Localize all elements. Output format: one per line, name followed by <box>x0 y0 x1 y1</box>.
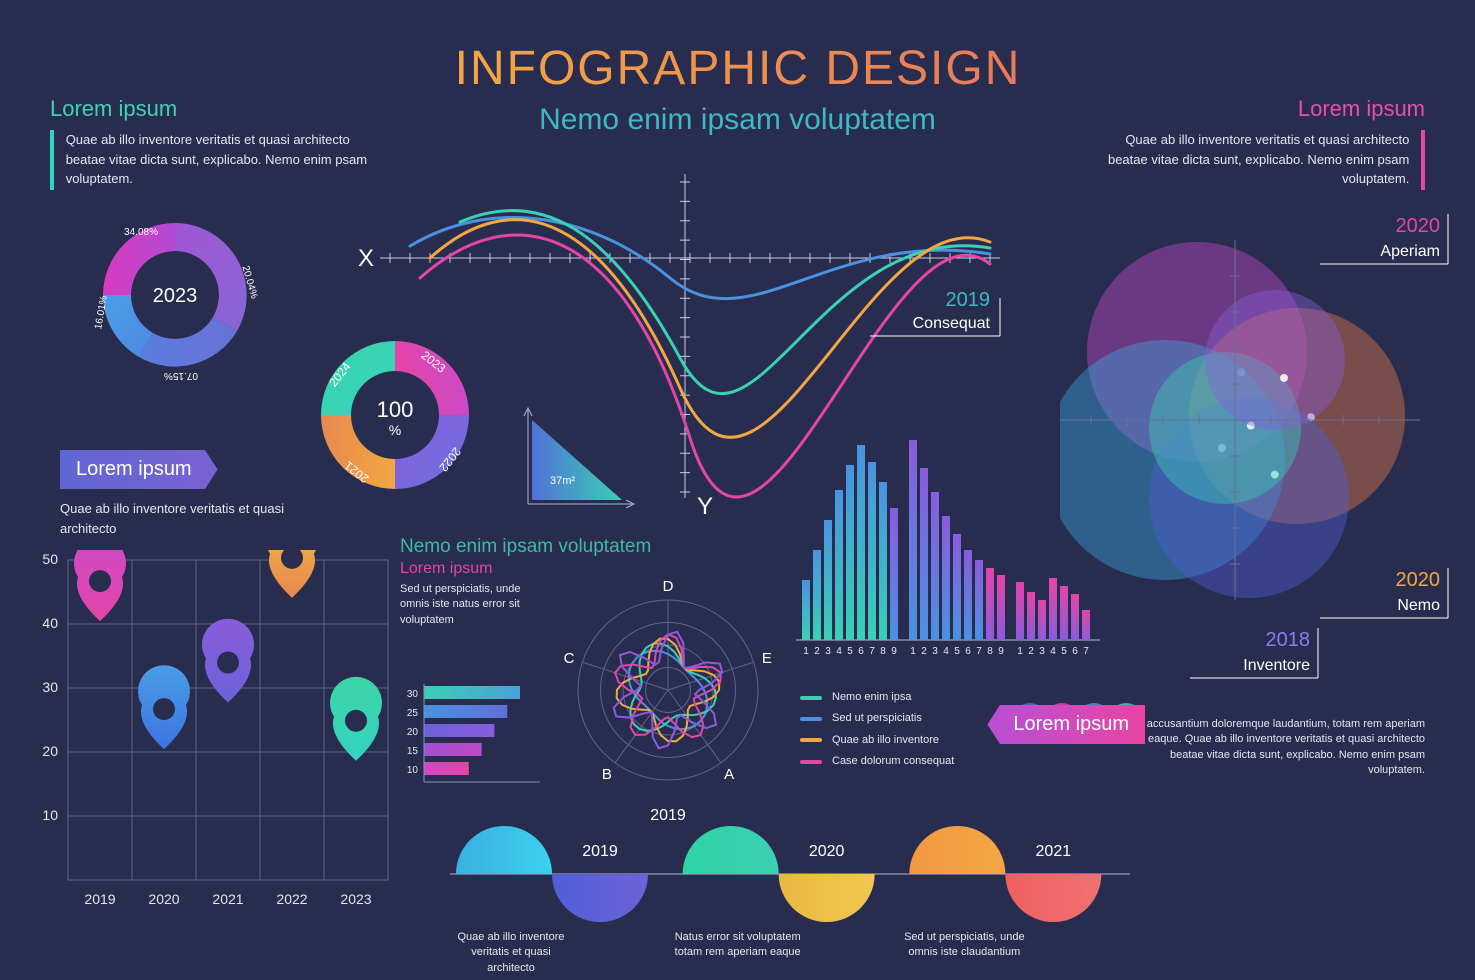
svg-text:2023: 2023 <box>340 891 371 907</box>
svg-text:4: 4 <box>943 646 949 657</box>
svg-text:1: 1 <box>803 646 809 657</box>
svg-text:E: E <box>762 650 772 667</box>
svg-text:2021: 2021 <box>212 891 243 907</box>
triangle-chart: 37m² <box>510 400 640 520</box>
svg-text:2018: 2018 <box>1266 629 1311 651</box>
accent-bar-icon <box>50 130 54 190</box>
svg-text:2020: 2020 <box>809 843 845 860</box>
svg-text:2022: 2022 <box>276 891 307 907</box>
svg-text:Aperiam: Aperiam <box>1380 243 1440 260</box>
top-left-body: Quae ab illo inventore veritatis et quas… <box>66 130 370 190</box>
top-left-block: Lorem ipsum Quae ab illo inventore verit… <box>50 96 370 190</box>
svg-text:Y: Y <box>697 493 713 518</box>
svg-text:7: 7 <box>869 646 875 657</box>
mini-bar-chart: 30 25 20 15 10 <box>400 680 550 800</box>
svg-text:2019: 2019 <box>582 843 618 860</box>
svg-text:2020: 2020 <box>1396 569 1441 591</box>
svg-text:Inventore: Inventore <box>1243 657 1310 674</box>
svg-text:15: 15 <box>407 746 419 757</box>
bubble-radar: 2020 Aperiam 2020 Nemo 2018 Inventore <box>1060 200 1470 680</box>
svg-text:2019: 2019 <box>84 891 115 907</box>
svg-text:50: 50 <box>42 551 58 567</box>
svg-text:34.08%: 34.08% <box>124 227 158 238</box>
top-right-block: Lorem ipsum Quae ab illo inventore verit… <box>1105 96 1425 190</box>
svg-text:1: 1 <box>910 646 916 657</box>
svg-text:2023: 2023 <box>153 285 198 307</box>
banner-left-block: Lorem ipsum Quae ab illo inventore verit… <box>60 450 300 538</box>
svg-text:30: 30 <box>42 679 58 695</box>
svg-text:2020: 2020 <box>1396 215 1441 237</box>
svg-text:2019: 2019 <box>946 289 991 311</box>
svg-text:Consequat: Consequat <box>913 315 991 332</box>
svg-text:9: 9 <box>891 646 897 657</box>
svg-text:2: 2 <box>921 646 927 657</box>
radar-body: Sed ut perspiciatis, unde omnis iste nat… <box>400 582 540 628</box>
top-left-heading: Lorem ipsum <box>50 96 370 122</box>
banner-right-block: Lorem ipsum accusantium doloremque lauda… <box>987 705 1425 779</box>
svg-text:3: 3 <box>825 646 831 657</box>
svg-text:25: 25 <box>407 708 419 719</box>
svg-text:8: 8 <box>880 646 886 657</box>
radar-title: Nemo enim ipsam voluptatem <box>400 536 750 558</box>
pin-chart: 10 20 30 40 50 2019 2020 2021 2022 2023 <box>28 550 398 920</box>
top-right-heading: Lorem ipsum <box>1105 96 1425 122</box>
svg-text:2: 2 <box>814 646 820 657</box>
accent-bar-icon <box>1421 130 1425 190</box>
top-right-body: Quae ab illo inventore veritatis et quas… <box>1105 130 1409 190</box>
radar-chart: DEABC2019 <box>548 570 788 830</box>
banner-right: Lorem ipsum <box>987 705 1145 744</box>
svg-text:5: 5 <box>954 646 960 657</box>
svg-text:C: C <box>564 650 575 667</box>
donut-chart-1: 2023 34.08% 20.04% 07.15% 16.01% <box>80 200 270 390</box>
svg-text:1: 1 <box>1017 646 1023 657</box>
svg-text:4: 4 <box>836 646 842 657</box>
svg-text:Nemo: Nemo <box>1397 597 1440 614</box>
svg-text:6: 6 <box>965 646 971 657</box>
svg-text:37m²: 37m² <box>550 475 575 487</box>
banner-right-body: accusantium doloremque laudantium, totam… <box>1145 717 1425 779</box>
banner-left: Lorem ipsum <box>60 450 218 489</box>
svg-text:20: 20 <box>407 727 419 738</box>
svg-text:B: B <box>602 766 612 783</box>
svg-text:9: 9 <box>998 646 1004 657</box>
legend-item: Nemo enim ipsa <box>800 690 954 705</box>
svg-text:10: 10 <box>42 807 58 823</box>
timeline-chart: 2019Quae ab illo inventore veritatis et … <box>450 812 1130 972</box>
svg-text:8: 8 <box>987 646 993 657</box>
legend-item: Case dolorum consequat <box>800 754 954 769</box>
svg-text:5: 5 <box>847 646 853 657</box>
svg-text:07.15%: 07.15% <box>164 370 198 381</box>
svg-text:3: 3 <box>932 646 938 657</box>
chart-legend: Nemo enim ipsa Sed ut perspiciatis Quae ab… <box>800 690 954 776</box>
legend-item: Sed ut perspiciatis <box>800 711 954 726</box>
svg-text:40: 40 <box>42 615 58 631</box>
page-title: INFOGRAPHIC DESIGN <box>378 38 1098 98</box>
svg-text:2021: 2021 <box>1036 843 1072 860</box>
svg-text:INFOGRAPHIC DESIGN: INFOGRAPHIC DESIGN <box>454 42 1021 95</box>
svg-text:10: 10 <box>407 765 419 776</box>
svg-text:30: 30 <box>407 689 419 700</box>
svg-text:2: 2 <box>1028 646 1034 657</box>
svg-text:X: X <box>358 245 374 272</box>
legend-item: Quae ab illo inventore <box>800 733 954 748</box>
svg-text:4: 4 <box>1050 646 1056 657</box>
svg-text:20: 20 <box>42 743 58 759</box>
banner-left-body: Quae ab illo inventore veritatis et quas… <box>60 499 300 538</box>
svg-text:D: D <box>663 578 674 595</box>
svg-text:7: 7 <box>976 646 982 657</box>
svg-text:A: A <box>724 766 734 783</box>
svg-text:2020: 2020 <box>148 891 179 907</box>
svg-text:6: 6 <box>858 646 864 657</box>
svg-text:3: 3 <box>1039 646 1045 657</box>
